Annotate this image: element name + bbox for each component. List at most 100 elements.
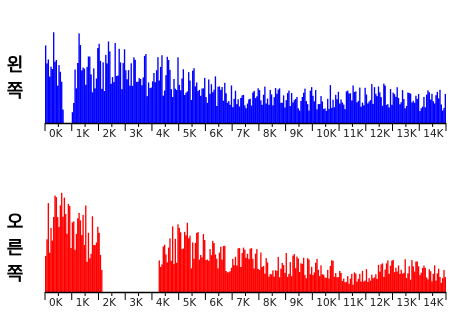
- spectrum-bar: [244, 105, 246, 123]
- left-channel-label-char: 왼: [6, 55, 24, 76]
- spectrum-bar: [411, 102, 413, 123]
- spectrum-bar: [397, 97, 400, 123]
- spectrum-bar: [233, 98, 235, 123]
- spectrum-bar: [339, 270, 341, 292]
- spectrum-bar: [245, 108, 247, 123]
- spectrum-bar: [327, 98, 329, 123]
- spectrum-bar: [298, 110, 301, 123]
- spectrum-bar: [407, 273, 409, 292]
- spectrum-bar: [53, 32, 55, 123]
- x-tick-label: 10K: [316, 297, 337, 309]
- spectrum-bar: [184, 94, 186, 123]
- spectrum-bar: [312, 95, 314, 123]
- spectrum-bar: [240, 267, 242, 292]
- spectrum-bar: [163, 90, 166, 123]
- spectrum-bar: [401, 90, 404, 123]
- spectrum-bar: [186, 91, 189, 123]
- spectrum-bar: [420, 272, 422, 292]
- spectrum-bar: [249, 248, 251, 292]
- spectrum-bar: [254, 253, 257, 292]
- spectrum-bar: [54, 61, 56, 123]
- spectrum-bar: [99, 60, 102, 123]
- spectrum-bar: [312, 275, 314, 292]
- spectrum-bar: [264, 86, 266, 123]
- spectrum-bar: [316, 109, 318, 123]
- spectrum-bar: [371, 84, 373, 123]
- spectrum-bar: [99, 254, 102, 292]
- spectrum-bar: [296, 96, 298, 123]
- spectrum-bar: [440, 282, 442, 292]
- x-tick-label: 1K: [76, 297, 91, 309]
- spectrum-bar: [284, 272, 286, 292]
- spectrum-bar: [293, 254, 295, 292]
- spectrum-bar: [336, 277, 338, 292]
- spectrum-bar: [290, 276, 293, 292]
- spectrum-bar: [288, 273, 290, 292]
- spectrum-bar: [45, 255, 47, 292]
- spectrum-bar: [270, 94, 273, 123]
- spectrum-bar: [424, 107, 426, 123]
- spectrum-bar: [158, 80, 160, 123]
- spectrum-bar: [185, 92, 187, 123]
- x-tick-label: 2K: [103, 297, 118, 309]
- spectrum-bar: [433, 265, 436, 292]
- spectrum-bar: [167, 247, 170, 292]
- x-tick-label: 4K: [156, 297, 171, 309]
- spectrum-bar: [311, 87, 313, 123]
- spectrum-bar: [188, 72, 190, 123]
- spectrum-bar: [393, 94, 396, 123]
- spectrum-bar: [238, 248, 241, 292]
- spectrum-bar: [437, 98, 440, 123]
- spectrum-bar: [222, 100, 225, 123]
- spectrum-bar: [281, 262, 283, 292]
- spectrum-bar: [413, 271, 416, 292]
- spectrum-bar: [198, 259, 201, 292]
- spectrum-bar: [400, 269, 402, 292]
- spectrum-bar: [433, 103, 436, 123]
- spectrum-bar: [289, 106, 291, 123]
- spectrum-bar: [265, 103, 267, 123]
- spectrum-bar: [359, 273, 361, 292]
- spectrum-bar: [392, 259, 394, 292]
- spectrum-bar: [443, 107, 445, 123]
- spectrum-bar: [302, 257, 305, 292]
- spectrum-bar: [340, 99, 342, 123]
- spectrum-bar: [364, 280, 366, 292]
- spectrum-bar: [220, 246, 222, 292]
- spectrum-bar: [357, 100, 360, 123]
- x-tick-label: 11K: [343, 128, 364, 140]
- spectrum-bar: [357, 278, 360, 292]
- spectrum-bar: [280, 268, 282, 292]
- spectrum-bar: [134, 59, 136, 123]
- x-tick-label: 10K: [316, 128, 337, 140]
- spectrum-bar: [241, 95, 243, 123]
- spectrum-bar: [262, 266, 265, 292]
- spectrum-bar: [380, 264, 382, 292]
- spectrum-bar: [232, 258, 234, 292]
- spectrum-bar: [155, 70, 158, 123]
- spectrum-bar: [53, 216, 55, 292]
- spectrum-bar: [253, 268, 255, 292]
- spectrum-bar: [55, 197, 58, 292]
- spectrum-bar: [205, 260, 207, 292]
- spectrum-bar: [365, 269, 368, 292]
- x-tick-label: 5K: [183, 297, 198, 309]
- spectrum-bar: [49, 252, 51, 292]
- spectrum-bar: [403, 98, 405, 123]
- spectrum-bar: [249, 98, 251, 123]
- spectrum-bar: [59, 205, 62, 292]
- spectrum-bar: [163, 244, 166, 292]
- spectrum-bar: [345, 91, 348, 123]
- spectrum-bar: [419, 275, 421, 292]
- spectrum-bar: [111, 77, 114, 123]
- spectrum-bar: [82, 214, 84, 292]
- spectrum-bar: [201, 257, 203, 292]
- spectrum-bar: [297, 258, 299, 292]
- spectrum-bar: [254, 98, 257, 123]
- spectrum-bar: [269, 89, 271, 123]
- spectrum-bar: [131, 85, 134, 123]
- spectrum-bar: [292, 102, 294, 123]
- spectrum-bar: [419, 111, 421, 123]
- spectrum-bar: [325, 110, 328, 123]
- spectrum-bar: [237, 248, 239, 292]
